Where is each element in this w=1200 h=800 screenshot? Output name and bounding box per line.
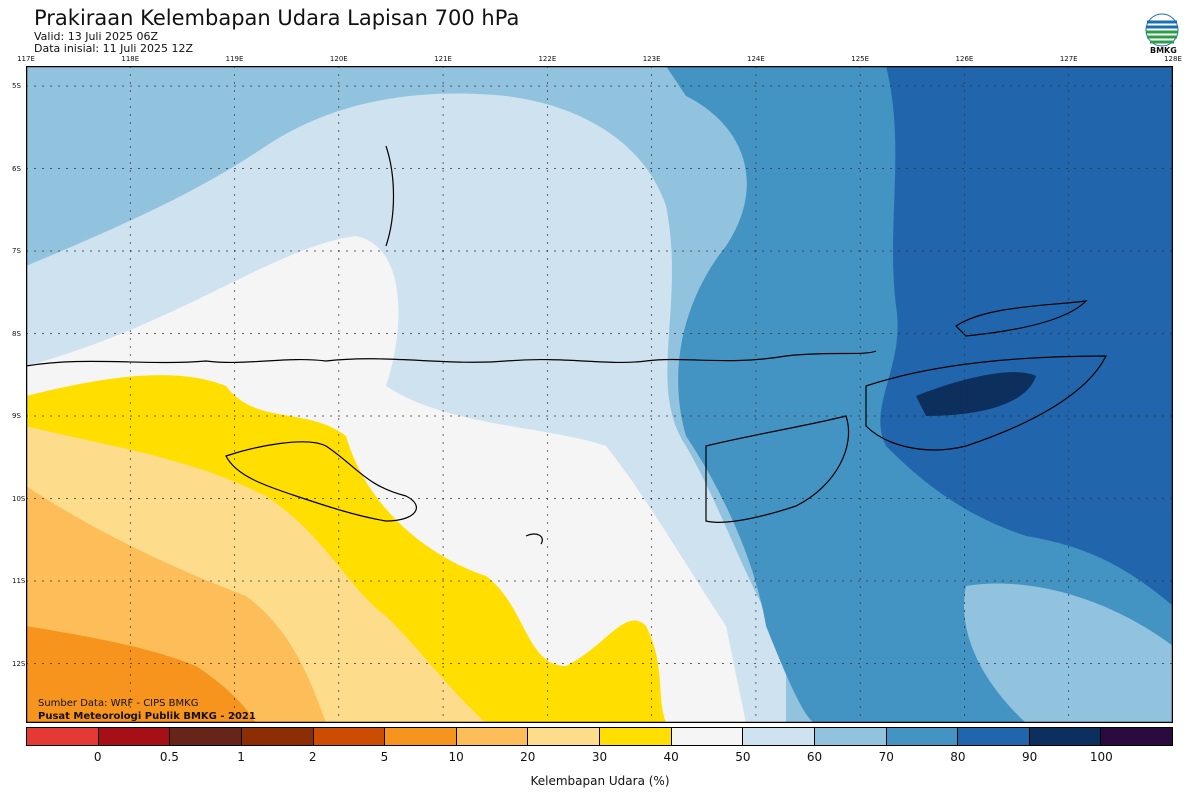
colorbar-tick-label: 40 [663, 750, 679, 764]
lon-label: 121E [434, 55, 452, 63]
colorbar-segment [671, 728, 744, 745]
colorbar-segment [98, 728, 171, 745]
lon-label: 124E [747, 55, 765, 63]
colorbar-tick-label: 90 [1021, 750, 1038, 764]
colorbar-tick-label: 10 [448, 750, 464, 764]
source-line-1: Sumber Data: WRF - CIPS BMKG [38, 698, 199, 709]
lat-label: 12S [12, 659, 26, 668]
colorbar-segment [958, 728, 1030, 745]
colorbar-tick-label: 0.5 [159, 750, 179, 764]
colorbar-segment [385, 728, 457, 745]
colorbar-tick-label: 30 [591, 750, 608, 764]
lon-label: 127E [1059, 55, 1078, 63]
lat-label: 11S [12, 577, 26, 585]
source-line-2: Pusat Meteorologi Publik BMKG - 2021 [38, 711, 256, 722]
bmkg-logo-icon [1145, 13, 1179, 47]
logo-text: BMKG [1150, 46, 1177, 55]
lon-label: 120E [329, 55, 348, 63]
lon-label: 119E [225, 55, 244, 63]
colorbar-tick-label: 80 [950, 750, 966, 764]
colorbar-tick-label: 2 [308, 750, 317, 764]
lon-label: 125E [851, 55, 870, 63]
lon-label: 122E [538, 55, 557, 63]
lat-label: 10S [12, 494, 26, 503]
colorbar [26, 727, 1173, 746]
lon-label: 118E [121, 55, 140, 63]
lat-label: 6S [12, 164, 21, 173]
colorbar-segment [1029, 728, 1102, 745]
colorbar-segment [528, 728, 600, 745]
colorbar-segment [456, 728, 529, 745]
colorbar-tick-label: 5 [380, 750, 389, 764]
lon-label: 126E [955, 55, 974, 63]
colorbar-segment [170, 728, 242, 745]
colorbar-segment [814, 728, 887, 745]
humidity-map [26, 66, 1173, 723]
colorbar-segment [241, 728, 314, 745]
lon-label: 128E [1164, 55, 1182, 63]
colorbar-segment [313, 728, 386, 745]
colorbar-segment [27, 728, 99, 745]
colorbar-tick-label: 100 [1089, 750, 1113, 764]
lat-label: 5S [12, 82, 21, 90]
initial-time: Data inisial: 11 Juli 2025 12Z [34, 42, 193, 55]
colorbar-label: Kelembapan Udara (%) [530, 774, 670, 788]
lat-label: 9S [12, 412, 21, 420]
colorbar-tick-label: 20 [520, 750, 536, 764]
colorbar-segment [886, 728, 959, 745]
colorbar-segment [600, 728, 672, 745]
colorbar-segment [1101, 728, 1172, 745]
colorbar-tick-label: 70 [878, 750, 894, 764]
colorbar-tick-label: 0 [93, 750, 102, 764]
lat-label: 7S [12, 247, 21, 255]
colorbar-tick-label: 1 [237, 750, 245, 764]
colorbar-segment [743, 728, 815, 745]
lat-label: 8S [12, 329, 21, 338]
lon-label: 123E [642, 55, 661, 63]
valid-time: Valid: 13 Juli 2025 06Z [34, 30, 159, 43]
map-title: Prakiraan Kelembapan Udara Lapisan 700 h… [34, 6, 520, 30]
colorbar-tick-label: 50 [735, 750, 751, 764]
lon-label: 117E [17, 55, 35, 63]
colorbar-tick-label: 60 [806, 750, 823, 764]
